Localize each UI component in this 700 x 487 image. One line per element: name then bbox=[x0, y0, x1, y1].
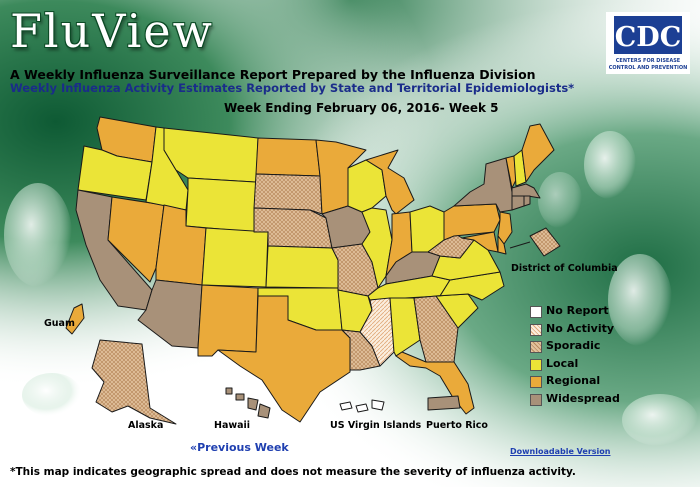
legend-label: Widespread bbox=[546, 391, 620, 405]
state-kansas[interactable] bbox=[265, 245, 339, 289]
state-new-mexico[interactable] bbox=[197, 284, 259, 357]
state-delaware[interactable] bbox=[497, 235, 507, 255]
state-maine[interactable] bbox=[521, 123, 555, 183]
territory-puerto-rico[interactable] bbox=[427, 395, 461, 411]
label-hawaii: Hawaii bbox=[214, 420, 251, 431]
cdc-tagline-2: CONTROL AND PREVENTION bbox=[609, 65, 688, 71]
state-new-york[interactable] bbox=[453, 157, 513, 213]
label-puerto-rico: Puerto Rico bbox=[426, 420, 488, 431]
state-illinois[interactable] bbox=[361, 207, 393, 289]
legend-label: No Activity bbox=[546, 321, 615, 335]
label-guam: Guam bbox=[44, 318, 75, 329]
cdc-logo: CDC CENTERS FOR DISEASE CONTROL AND PREV… bbox=[606, 12, 690, 74]
state-michigan[interactable] bbox=[365, 149, 415, 215]
state-alaska[interactable] bbox=[91, 339, 177, 425]
state-south-dakota[interactable] bbox=[253, 173, 323, 215]
label-dc: District of Columbia bbox=[511, 263, 618, 274]
cdc-logo-text: CDC bbox=[615, 22, 681, 53]
territory-guam[interactable] bbox=[65, 303, 85, 335]
legend-label: Regional bbox=[546, 374, 601, 387]
previous-week-link[interactable]: «Previous Week bbox=[190, 441, 289, 454]
territory-usvi[interactable] bbox=[339, 399, 385, 413]
legend-swatch bbox=[530, 306, 542, 318]
legend-swatch bbox=[530, 341, 542, 353]
footnote: *This map indicates geographic spread an… bbox=[10, 466, 576, 478]
report-subtitle: A Weekly Influenza Surveillance Report P… bbox=[10, 67, 536, 82]
legend-label: Sporadic bbox=[546, 339, 601, 352]
label-usvi: US Virgin Islands bbox=[330, 420, 422, 431]
week-heading: Week Ending February 06, 2016- Week 5 bbox=[224, 101, 499, 115]
state-maryland[interactable] bbox=[461, 231, 499, 253]
legend-swatch bbox=[530, 358, 542, 371]
legend-label: Local bbox=[546, 356, 579, 370]
state-texas[interactable] bbox=[217, 295, 351, 423]
legend-swatch bbox=[530, 393, 542, 406]
legend-swatch bbox=[530, 323, 542, 336]
state-north-dakota[interactable] bbox=[255, 137, 321, 177]
cdc-tagline-1: CENTERS FOR DISEASE bbox=[616, 58, 681, 64]
state-hawaii[interactable] bbox=[225, 387, 271, 419]
state-connecticut[interactable] bbox=[511, 195, 525, 211]
dc-leader-line bbox=[509, 241, 531, 249]
state-rhode-island[interactable] bbox=[523, 195, 531, 207]
territory-dc[interactable] bbox=[529, 227, 561, 257]
app-title: FluView bbox=[10, 4, 214, 58]
legend-label: No Report bbox=[546, 304, 609, 317]
state-wyoming[interactable] bbox=[185, 177, 257, 233]
label-alaska: Alaska bbox=[128, 420, 164, 431]
map-description: Weekly Influenza Activity Estimates Repo… bbox=[10, 81, 575, 95]
downloadable-version-link[interactable]: Downloadable Version bbox=[510, 447, 611, 456]
legend-swatch bbox=[530, 376, 542, 388]
state-colorado[interactable] bbox=[201, 227, 269, 288]
